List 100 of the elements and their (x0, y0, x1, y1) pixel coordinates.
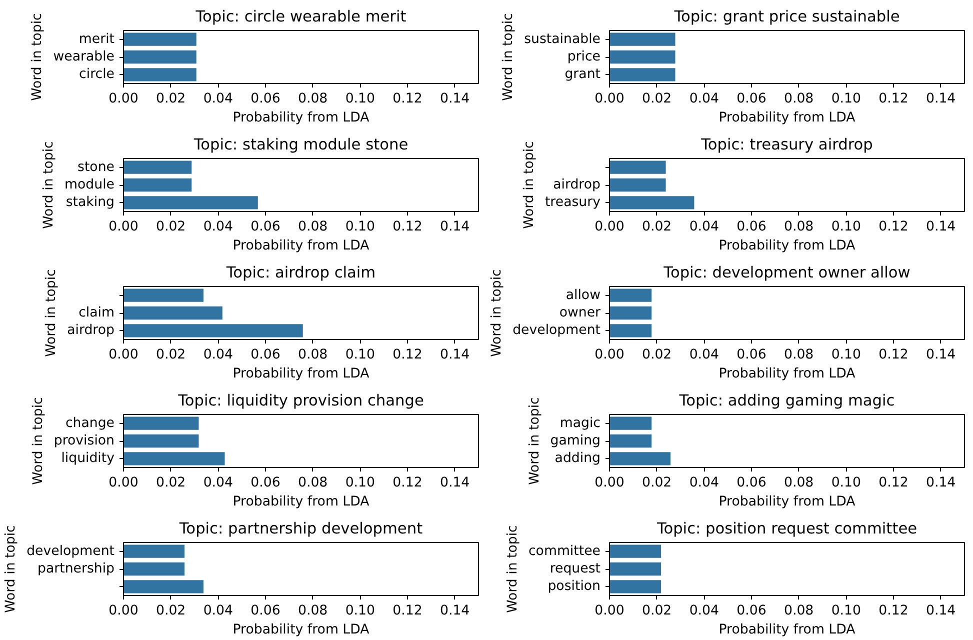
x-tick-label: 0.00 (594, 220, 624, 234)
x-tick-label: 0.02 (642, 92, 672, 106)
x-tick-label: 0.08 (784, 92, 814, 106)
x-tick-label: 0.10 (831, 476, 862, 490)
x-axis-title: Probability from LDA (718, 110, 856, 126)
x-tick-label: 0.06 (250, 348, 280, 362)
x-tick-label: 0.12 (878, 220, 908, 234)
chart-title: Topic: development owner allow (662, 264, 910, 282)
chart-title: Topic: grant price sustainable (673, 8, 900, 26)
x-tick-label: 0.12 (878, 476, 908, 490)
x-tick-label: 0.04 (689, 604, 720, 618)
y-tick-label: merit (78, 32, 114, 47)
x-tick-label: 0.04 (689, 348, 720, 362)
x-tick-label: 0.08 (298, 220, 328, 234)
y-axis-title: Word in topic (501, 13, 516, 101)
x-axis-title: Probability from LDA (232, 494, 370, 510)
y-tick-label: staking (66, 195, 115, 210)
x-tick-label: 0.10 (831, 92, 862, 106)
x-tick-label: 0.06 (736, 348, 766, 362)
x-tick-label: 0.14 (926, 604, 956, 618)
y-axis-title: Word in topic (44, 269, 60, 357)
y-tick-label: sustainable (524, 32, 601, 47)
y-tick-label: gaming (550, 434, 601, 448)
x-tick-label: 0.06 (250, 604, 280, 618)
x-tick-label: 0.12 (878, 604, 908, 618)
y-tick-label: claim (78, 306, 115, 320)
y-tick-label: circle (79, 67, 115, 82)
x-tick-label: 0.10 (831, 604, 862, 618)
chart-title: Topic: partnership development (178, 520, 423, 538)
x-tick-label: 0.04 (689, 220, 720, 234)
y-tick-label: magic (560, 416, 601, 431)
y-tick-label: wearable (53, 50, 115, 64)
x-tick-label: 0.00 (108, 604, 138, 618)
x-tick-label: 0.00 (108, 476, 138, 490)
x-tick-label: 0.14 (440, 92, 470, 106)
x-tick-label: 0.10 (345, 476, 376, 490)
chart-title: Topic: staking module stone (192, 136, 408, 154)
x-tick-label: 0.02 (642, 604, 672, 618)
y-tick-label: allow (566, 288, 601, 303)
x-tick-label: 0.00 (108, 92, 138, 106)
x-axis-title: Probability from LDA (232, 238, 370, 254)
x-tick-label: 0.02 (642, 476, 672, 490)
y-tick-label: provision (54, 434, 114, 448)
y-tick-label: position (548, 579, 601, 594)
chart-title: Topic: liquidity provision change (177, 392, 424, 410)
x-tick-label: 0.06 (250, 220, 280, 234)
chart-title: Topic: position request committee (656, 520, 918, 538)
x-tick-label: 0.12 (878, 92, 908, 106)
x-tick-label: 0.04 (203, 604, 234, 618)
chart-title: Topic: circle wearable merit (194, 8, 406, 26)
x-tick-label: 0.14 (926, 220, 956, 234)
chart-title: Topic: adding gaming magic (678, 392, 895, 410)
x-tick-label: 0.14 (926, 92, 956, 106)
x-axis-title: Probability from LDA (718, 622, 856, 638)
y-axis-title: Word in topic (527, 397, 542, 485)
x-tick-label: 0.14 (440, 604, 470, 618)
x-tick-label: 0.06 (736, 604, 766, 618)
y-tick-label: stone (78, 160, 115, 175)
y-tick-label: owner (559, 306, 602, 320)
x-tick-label: 0.06 (736, 220, 766, 234)
y-tick-label: price (567, 50, 600, 64)
x-tick-label: 0.04 (203, 220, 234, 234)
x-tick-label: 0.10 (345, 92, 376, 106)
x-tick-label: 0.06 (736, 476, 766, 490)
x-tick-label: 0.14 (926, 348, 956, 362)
x-tick-label: 0.08 (784, 220, 814, 234)
x-tick-label: 0.04 (203, 92, 234, 106)
x-tick-label: 0.02 (156, 220, 186, 234)
x-tick-label: 0.00 (594, 348, 624, 362)
x-tick-label: 0.14 (926, 476, 956, 490)
y-axis-title: Word in topic (30, 397, 46, 485)
x-tick-label: 0.10 (831, 220, 862, 234)
x-tick-label: 0.10 (345, 604, 376, 618)
x-tick-label: 0.08 (784, 476, 814, 490)
y-tick-label: request (550, 562, 601, 576)
x-tick-label: 0.04 (203, 476, 234, 490)
x-tick-label: 0.08 (298, 476, 328, 490)
x-tick-label: 0.12 (392, 92, 422, 106)
y-axis-title: Word in topic (505, 525, 520, 613)
x-tick-label: 0.08 (298, 92, 328, 106)
y-axis-title: Word in topic (522, 141, 537, 229)
x-tick-label: 0.08 (784, 348, 814, 362)
y-tick-label: adding (554, 451, 601, 466)
y-tick-label: liquidity (61, 451, 115, 466)
x-tick-label: 0.06 (250, 476, 280, 490)
x-tick-label: 0.12 (392, 348, 422, 362)
x-tick-label: 0.08 (298, 604, 328, 618)
y-axis-title: Word in topic (30, 13, 46, 101)
y-tick-label: partnership (37, 562, 114, 576)
x-axis-title: Probability from LDA (232, 110, 370, 126)
x-tick-label: 0.08 (784, 604, 814, 618)
x-tick-label: 0.00 (594, 92, 624, 106)
x-tick-label: 0.12 (392, 604, 422, 618)
x-tick-label: 0.00 (594, 604, 624, 618)
x-tick-label: 0.02 (642, 348, 672, 362)
y-tick-label: airdrop (67, 323, 115, 338)
y-axis-title: Word in topic (490, 269, 505, 357)
x-tick-label: 0.04 (689, 92, 720, 106)
x-tick-label: 0.02 (642, 220, 672, 234)
x-tick-label: 0.02 (156, 604, 186, 618)
